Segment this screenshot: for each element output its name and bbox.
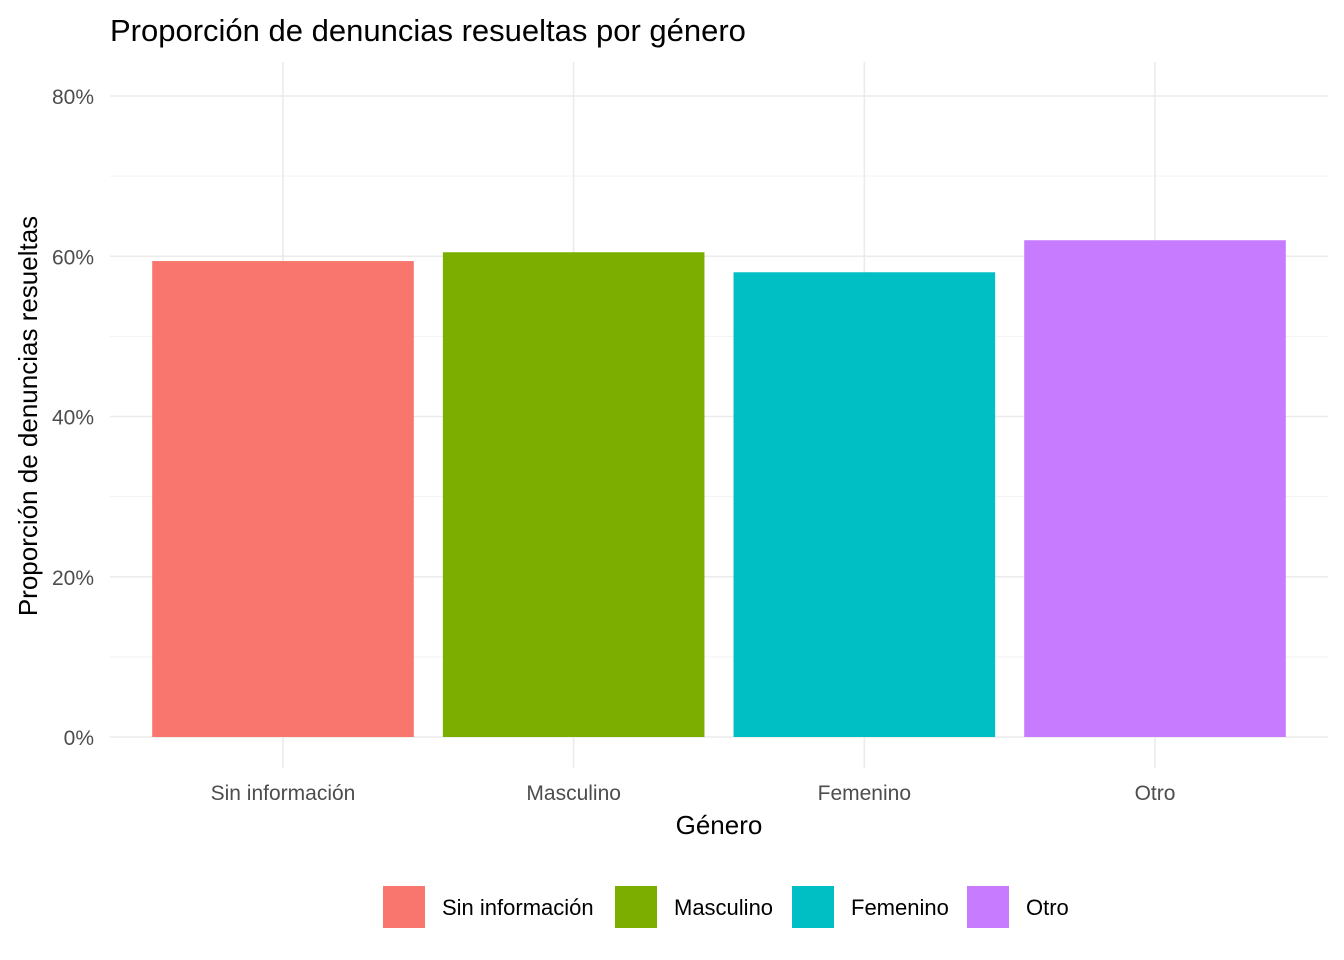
bars	[152, 240, 1286, 737]
legend-label-1: Sin información	[442, 895, 594, 920]
legend-label-2: Masculino	[674, 895, 773, 920]
y-tick-label: 80%	[52, 86, 94, 109]
y-axis-ticks: 0% 20% 40% 60% 80%	[52, 86, 94, 750]
y-axis-title: Proporción de denuncias resueltas	[13, 216, 43, 616]
y-tick-label: 0%	[64, 727, 94, 750]
bar-4	[1024, 240, 1286, 737]
legend-key-2	[615, 886, 657, 928]
legend-label-4: Otro	[1026, 895, 1069, 920]
legend-key-3	[792, 886, 834, 928]
x-axis-ticks: Sin información Masculino Femenino Otro	[211, 782, 1176, 805]
x-tick-label: Femenino	[818, 782, 911, 805]
x-axis-title: Género	[676, 810, 763, 840]
x-tick-label: Sin información	[211, 782, 356, 805]
y-tick-label: 60%	[52, 246, 94, 269]
y-tick-label: 20%	[52, 567, 94, 590]
chart-title: Proporción de denuncias resueltas por gé…	[110, 13, 746, 48]
legend-label-3: Femenino	[851, 895, 949, 920]
x-tick-label: Masculino	[526, 782, 621, 805]
y-tick-label: 40%	[52, 407, 94, 430]
legend: Sin información Masculino Femenino Otro	[383, 886, 1069, 928]
legend-key-4	[967, 886, 1009, 928]
x-tick-label: Otro	[1135, 782, 1176, 805]
legend-key-1	[383, 886, 425, 928]
bar-2	[442, 252, 705, 737]
bar-3	[733, 272, 996, 737]
bar-1	[152, 261, 414, 737]
